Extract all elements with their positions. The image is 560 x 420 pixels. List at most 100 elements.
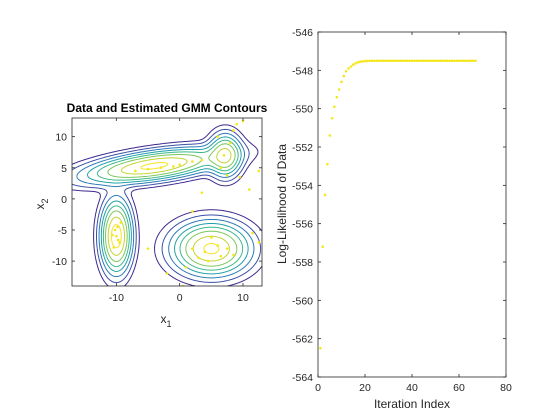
likelihood-point xyxy=(333,105,336,109)
likelihood-y-tick-label: -548 xyxy=(292,65,313,77)
contour-data-point xyxy=(225,247,229,250)
likelihood-point xyxy=(436,59,440,63)
likelihood-point xyxy=(406,59,409,63)
likelihood-point xyxy=(326,162,329,166)
likelihood-point xyxy=(415,59,419,63)
likelihood-point xyxy=(375,59,379,63)
likelihood-point xyxy=(370,59,374,63)
likelihood-point xyxy=(368,59,372,63)
contour-level-1 xyxy=(72,124,262,286)
likelihood-x-tick-label: 80 xyxy=(500,382,512,394)
contour-x-label: x1 xyxy=(160,312,171,329)
likelihood-point xyxy=(460,59,463,63)
likelihood-point xyxy=(328,134,332,137)
likelihood-point xyxy=(359,60,362,64)
contour-x-label-main: x xyxy=(160,312,166,326)
likelihood-point xyxy=(366,59,369,63)
contour-data-point xyxy=(159,166,162,170)
contour-data-point xyxy=(184,266,188,269)
contour-title: Data and Estimated GMM Contours xyxy=(67,101,268,115)
likelihood-point xyxy=(443,59,447,63)
contour-level-7 xyxy=(107,148,232,262)
likelihood-x-tick-label: 20 xyxy=(359,382,371,394)
likelihood-point xyxy=(401,59,404,63)
contour-data-point xyxy=(191,160,194,163)
contour-data-point xyxy=(134,169,137,173)
contour-y-label-sub: 2 xyxy=(40,198,50,203)
likelihood-point xyxy=(351,63,355,66)
likelihood-point xyxy=(347,67,350,70)
likelihood-point xyxy=(330,116,334,120)
contour-y-tick-label: 0 xyxy=(61,194,67,206)
likelihood-x-tick-label: 0 xyxy=(315,382,321,394)
contour-data-point xyxy=(257,169,261,173)
contour-data-point xyxy=(116,238,120,242)
contour-data-point xyxy=(216,135,219,138)
contour-data-point xyxy=(232,129,235,132)
likelihood-y-tick-label: -564 xyxy=(292,372,313,384)
contour-x-tick-label: -10 xyxy=(109,292,124,304)
likelihood-y-tick-label: -546 xyxy=(292,27,313,39)
contour-data-point xyxy=(111,233,114,237)
likelihood-point xyxy=(403,59,407,63)
contour-data-point xyxy=(235,122,238,126)
likelihood-x-tick-label: 60 xyxy=(453,382,465,394)
contour-y-ticks: 10 5 0 -5 -10 xyxy=(52,132,262,268)
contour-data-point xyxy=(206,259,210,263)
contour-data-point xyxy=(219,254,223,258)
contour-data-point xyxy=(197,256,200,260)
contour-data-point xyxy=(146,167,150,171)
contour-data-point xyxy=(219,166,223,170)
likelihood-y-label: Log-Likelihood of Data xyxy=(275,144,289,264)
likelihood-y-tick-label: -552 xyxy=(292,142,313,154)
contour-data-point xyxy=(115,234,118,238)
contour-level-5 xyxy=(96,139,244,271)
likelihood-y-tick-label: -554 xyxy=(292,180,313,192)
contour-x-ticks: -10 0 10 xyxy=(109,118,249,304)
contour-level-2 xyxy=(72,128,262,284)
contour-data-point xyxy=(178,163,181,166)
contour-level-4 xyxy=(86,136,249,275)
likelihood-point xyxy=(413,59,416,63)
contour-data-point xyxy=(241,119,245,123)
likelihood-point xyxy=(464,59,468,63)
contour-data-point xyxy=(118,241,121,244)
likelihood-point xyxy=(427,59,430,63)
contour-data-point xyxy=(119,221,123,224)
likelihood-point xyxy=(349,65,353,68)
contour-data-point xyxy=(210,236,213,239)
contour-data-point xyxy=(222,154,226,157)
likelihood-panel: 0 20 40 60 80 -546-548-550-552-554-556-558-5… xyxy=(275,27,512,411)
likelihood-point xyxy=(335,95,339,99)
likelihood-point xyxy=(441,59,444,63)
likelihood-point xyxy=(396,59,400,63)
likelihood-point xyxy=(453,59,456,63)
contour-data-point xyxy=(165,272,169,275)
contour-y-label-group: x2 xyxy=(33,198,50,209)
likelihood-point xyxy=(398,59,402,63)
contour-data-point xyxy=(116,225,119,229)
likelihood-point xyxy=(340,80,343,84)
likelihood-point xyxy=(422,59,426,63)
likelihood-point xyxy=(469,59,473,63)
likelihood-point xyxy=(337,88,341,91)
contour-data-point xyxy=(203,250,207,254)
contour-data-point xyxy=(216,244,219,247)
likelihood-point xyxy=(448,59,451,63)
likelihood-point xyxy=(344,69,348,73)
contour-data-point xyxy=(251,231,254,235)
likelihood-point xyxy=(445,59,449,63)
contour-x-label-sub: 1 xyxy=(166,319,171,329)
contour-level-6 xyxy=(105,143,238,267)
contour-lines xyxy=(72,124,262,286)
contour-level-3 xyxy=(76,132,255,279)
likelihood-point xyxy=(389,59,393,63)
likelihood-point xyxy=(474,59,477,63)
likelihood-x-tick-label: 40 xyxy=(406,382,418,394)
likelihood-point xyxy=(363,59,367,63)
likelihood-point xyxy=(354,61,357,65)
likelihood-x-label: Iteration Index xyxy=(374,397,450,411)
contour-y-tick-label: 5 xyxy=(61,163,67,175)
